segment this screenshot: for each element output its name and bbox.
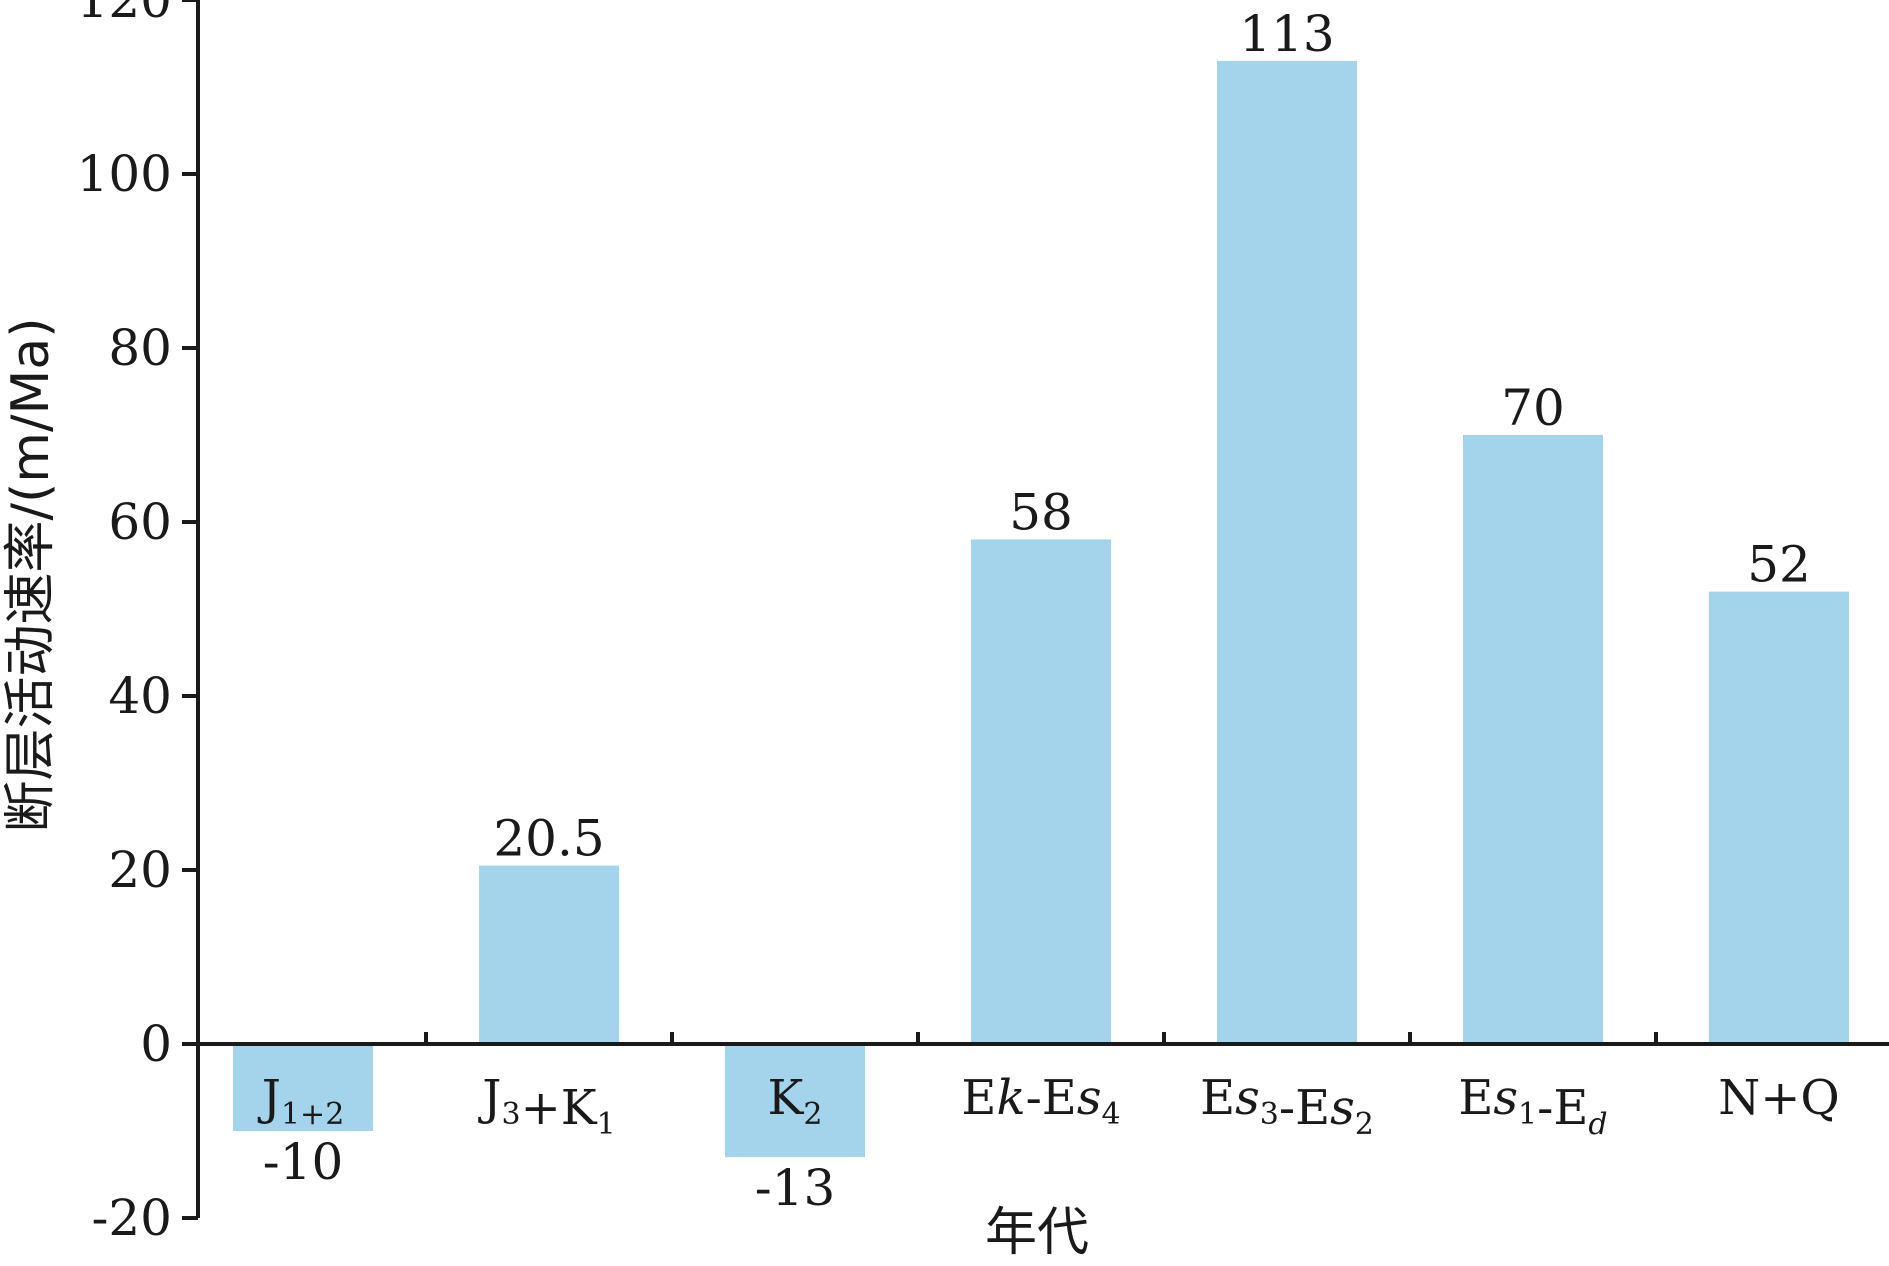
y-tick-label: 120 [77, 0, 172, 29]
category-label: J1+2 [257, 1070, 345, 1132]
value-label: 52 [1747, 536, 1811, 594]
y-tick-label: 40 [108, 667, 172, 725]
value-label: 70 [1501, 379, 1565, 437]
category-label: Es1-Ed [1458, 1070, 1607, 1142]
value-label: -13 [755, 1159, 836, 1217]
bar [725, 1044, 865, 1158]
x-axis-title: 年代 [985, 1203, 1089, 1262]
y-tick-label: 100 [77, 145, 172, 203]
bar [233, 1044, 373, 1131]
category-label: N+Q [1718, 1070, 1840, 1126]
y-tick-label: 20 [108, 841, 172, 899]
y-tick-label: 0 [140, 1015, 172, 1073]
value-label: 58 [1009, 483, 1073, 541]
value-label: -10 [263, 1133, 344, 1191]
y-tick-label: -20 [91, 1189, 172, 1247]
category-label: K2 [768, 1070, 823, 1132]
value-label: 113 [1239, 5, 1334, 63]
category-label: J3+K1 [477, 1070, 616, 1142]
y-tick-label: 80 [108, 319, 172, 377]
y-tick-label: 60 [108, 493, 172, 551]
bar [1463, 435, 1603, 1044]
value-label: 20.5 [493, 810, 604, 868]
bars-layer [233, 60, 1849, 1158]
y-axis-title: 断层活动速率/(m/Ma) [1, 318, 61, 833]
axis-layer: -20 0 20 40 60 80 100 120 [77, 0, 1889, 1247]
category-label: Es3-Es2 [1200, 1070, 1374, 1142]
bar [1709, 591, 1849, 1044]
bar [1217, 60, 1357, 1044]
bar [479, 865, 619, 1044]
category-label: Ek-Es4 [961, 1070, 1120, 1132]
bar [971, 539, 1111, 1044]
